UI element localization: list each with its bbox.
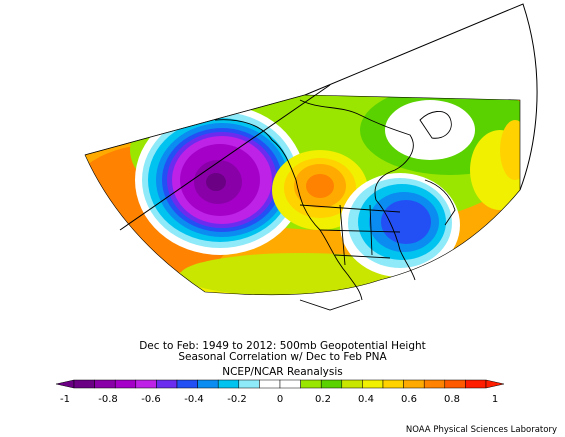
colorbar-tick-label: -0.6: [141, 394, 161, 405]
map-subtitle: Seasonal Correlation w/ Dec to Feb PNA: [178, 351, 387, 363]
colorbar-swatch: [156, 379, 178, 389]
colorbar-swatch: [197, 379, 219, 389]
colorbar-swatch: [300, 379, 322, 389]
colorbar-swatch: [259, 379, 281, 389]
map-title: Dec to Feb: 1949 to 2012: 500mb Geopoten…: [139, 340, 426, 352]
colorbar-tick-label: -0.4: [184, 394, 204, 405]
meridian-line: [119, 84, 331, 231]
colorbar-swatch: [362, 379, 384, 389]
colorbar-swatch: [94, 379, 116, 389]
colorbar-tick-label: -0.8: [98, 394, 118, 405]
colorbar: -1 -0.8 -0.6 -0.4 -0.2 0 0.2 0.4 0.6 0.8 1: [55, 379, 505, 405]
colorbar-tick-label: 0.4: [358, 394, 374, 405]
colorbar-swatch: [341, 379, 363, 389]
colorbar-swatch: [238, 379, 260, 389]
credit-label: NOAA Physical Sciences Laboratory: [405, 425, 557, 435]
colorbar-swatch: [114, 379, 137, 389]
colorbar-swatch: [135, 379, 157, 389]
colorbar-swatch: [382, 379, 404, 389]
colorbar-swatch: [176, 379, 198, 389]
correlation-map: [84, 3, 538, 311]
colorbar-tick-label: 0.8: [444, 394, 460, 405]
colorbar-tick-label: -0.2: [227, 394, 247, 405]
colorbar-swatch: [73, 379, 95, 389]
sector-outline: [84, 3, 538, 191]
colorbar-tick-label: 0: [277, 394, 283, 405]
colorbar-swatch: [444, 379, 466, 389]
colorbar-tick-label: 0.6: [401, 394, 417, 405]
colorbar-swatch: [423, 379, 446, 389]
colorbar-swatch: [279, 379, 301, 389]
colorbar-tick-label: -1: [60, 394, 70, 405]
colorbar-min-arrow: [55, 379, 75, 389]
colorbar-swatch: [217, 379, 240, 389]
colorbar-max-arrow: [485, 379, 505, 389]
colorbar-tick-label: 0.2: [315, 394, 331, 405]
colorbar-swatch: [320, 379, 343, 389]
colorbar-swatch: [403, 379, 425, 389]
coastlines: [214, 99, 456, 311]
colorbar-swatch: [465, 379, 487, 389]
sector-boundary: [84, 94, 521, 296]
colorbar-tick-label: 1: [492, 394, 498, 405]
dataset-label: NCEP/NCAR Reanalysis: [222, 366, 343, 378]
